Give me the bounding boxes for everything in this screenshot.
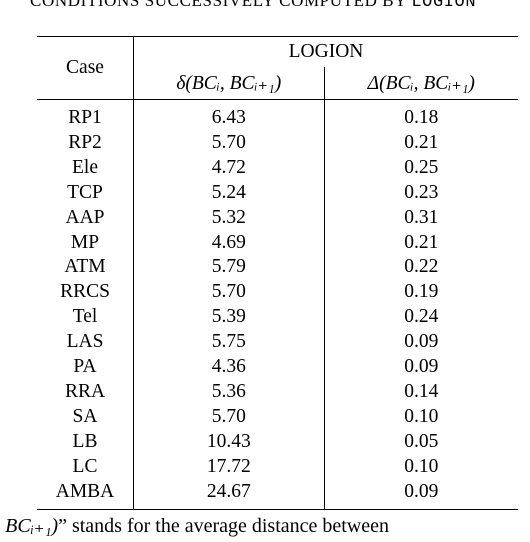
- delta-small-cell: 5.79: [133, 255, 325, 281]
- case-cell: RRCS: [37, 280, 134, 306]
- delta-big-cell: 0.09: [404, 480, 439, 502]
- delta-small-column-header: δ(BCᵢ, BCᵢ₊₁): [133, 67, 325, 100]
- delta-small-cell: 5.70: [133, 130, 325, 156]
- table-row: RP1 6.43 0.18: [37, 99, 518, 131]
- table-row: PA 4.36 0.09: [37, 355, 518, 380]
- logion-group-header: LOGION: [288, 41, 364, 62]
- delta-small-cell: 5.75: [133, 330, 325, 356]
- delta-big-cell: 0.25: [404, 156, 439, 178]
- table-row: RP2 5.70 0.21: [37, 130, 518, 156]
- table-row: LB 10.43 0.05: [37, 429, 518, 455]
- case-cell: LB: [37, 429, 134, 455]
- delta-big-cell: 0.18: [404, 107, 439, 128]
- table-row: RRCS 5.70 0.19: [37, 280, 518, 306]
- delta-small-cell: 17.72: [133, 454, 325, 480]
- caption-tool-name: LOGION: [411, 0, 477, 12]
- delta-small-cell: 24.67: [133, 479, 325, 509]
- case-cell: RRA: [37, 379, 134, 405]
- table-row: Ele 4.72 0.25: [37, 155, 518, 181]
- table-caption: CONDITIONS SUCCESSIVELY COMPUTED BY LOGI…: [30, 0, 530, 12]
- delta-big-cell: 0.09: [404, 331, 439, 353]
- case-column-header: Case: [37, 36, 134, 100]
- case-cell: SA: [37, 404, 134, 430]
- table-row: AAP 5.32 0.31: [37, 205, 518, 231]
- delta-small-cell: 4.72: [133, 155, 325, 181]
- table-body: RP1 6.43 0.18 RP2 5.70 0.21 Ele 4.72 0.25 TCP 5.24…: [37, 99, 518, 509]
- case-cell: AAP: [37, 205, 134, 231]
- delta-small-cell: 5.36: [133, 379, 325, 405]
- table-row: SA 5.70 0.10: [37, 404, 518, 430]
- delta-big-cell: 0.10: [404, 405, 439, 427]
- footer-math: ᵢ, BCᵢ₊₁): [0, 515, 59, 537]
- table-row: LC 17.72 0.10: [37, 454, 518, 480]
- delta-small-cell: 5.39: [133, 305, 325, 331]
- delta-big-cell: 0.24: [404, 306, 439, 328]
- delta-big-column-header: Δ(BCᵢ, BCᵢ₊₁): [367, 73, 475, 94]
- case-cell: PA: [37, 355, 134, 380]
- case-cell: RP2: [37, 130, 134, 156]
- delta-small-cell: 6.43: [133, 99, 325, 131]
- case-cell: RP1: [37, 99, 134, 131]
- case-cell: LC: [37, 454, 134, 480]
- delta-small-cell: 4.36: [133, 355, 325, 380]
- delta-small-cell: 4.69: [133, 230, 325, 256]
- table-row: ATM 5.79 0.22: [37, 255, 518, 281]
- table-row: AMBA 24.67 0.09: [37, 479, 518, 509]
- delta-small-cell: 5.32: [133, 205, 325, 231]
- table-row: MP 4.69 0.21: [37, 230, 518, 256]
- case-cell: LAS: [37, 330, 134, 356]
- case-cell: Ele: [37, 155, 134, 181]
- footer-text: ᵢ, BCᵢ₊₁)” stands for the average distan…: [0, 513, 530, 538]
- delta-small-cell: 10.43: [133, 429, 325, 455]
- table-row: Tel 5.39 0.24: [37, 305, 518, 331]
- delta-big-cell: 0.19: [404, 281, 439, 303]
- results-table: Case LOGION δ(BCᵢ, BCᵢ₊₁) Δ(BCᵢ, BCᵢ₊₁) …: [37, 36, 518, 510]
- delta-small-cell: 5.70: [133, 280, 325, 306]
- delta-big-cell: 0.23: [404, 181, 439, 203]
- delta-big-cell: 0.21: [404, 131, 439, 153]
- delta-small-cell: 5.24: [133, 180, 325, 206]
- delta-big-cell: 0.09: [404, 356, 439, 378]
- footer-sentence: ” stands for the average distance betwee…: [58, 515, 390, 537]
- delta-big-cell: 0.10: [404, 455, 439, 477]
- delta-big-cell: 0.14: [404, 380, 439, 402]
- case-cell: TCP: [37, 180, 134, 206]
- delta-big-cell: 0.05: [404, 430, 439, 452]
- caption-text: CONDITIONS SUCCESSIVELY COMPUTED BY: [30, 0, 407, 10]
- case-cell: ATM: [37, 255, 134, 281]
- table-row: TCP 5.24 0.23: [37, 180, 518, 206]
- delta-big-cell: 0.22: [404, 256, 439, 278]
- delta-small-cell: 5.70: [133, 404, 325, 430]
- table-row: RRA 5.36 0.14: [37, 379, 518, 405]
- delta-big-cell: 0.31: [404, 206, 439, 228]
- case-cell: AMBA: [37, 479, 134, 509]
- case-cell: Tel: [37, 305, 134, 331]
- case-cell: MP: [37, 230, 134, 256]
- delta-big-cell: 0.21: [404, 231, 439, 253]
- table-row: LAS 5.75 0.09: [37, 330, 518, 356]
